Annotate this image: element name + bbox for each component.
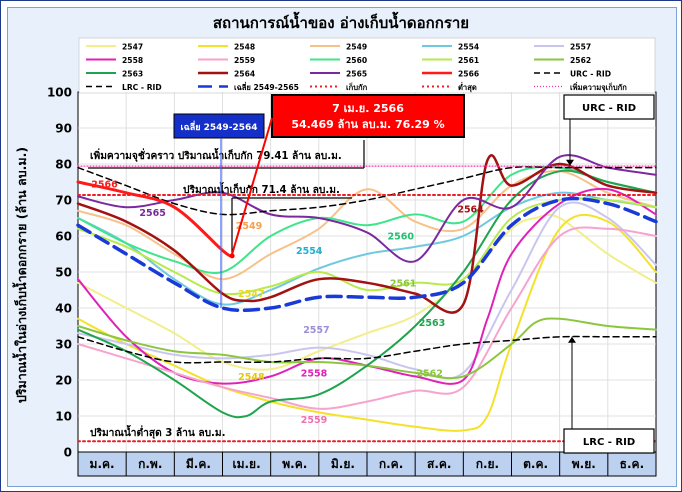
curve-label: 2565 (139, 208, 165, 219)
x-tick-label: ส.ค. (427, 457, 451, 471)
legend-entry: 2566 (458, 70, 479, 79)
legend-entry: 2561 (458, 56, 479, 65)
legend-entry: เก็บกัก (346, 81, 368, 92)
y-tick-label: 30 (55, 338, 72, 352)
x-tick-label: เม.ย. (232, 457, 260, 471)
average-box (173, 113, 265, 139)
curve-label: 2547 (238, 289, 264, 300)
y-tick-label: 70 (55, 194, 72, 208)
current-point (229, 253, 235, 259)
series-lines (76, 154, 658, 443)
legend-entry: 2560 (346, 56, 367, 65)
legend-entry: 2549 (346, 43, 367, 52)
normal-storage-note: ปริมาณน้ำเก็บกัก 71.4 ล้าน ลบ.ม. (183, 181, 340, 196)
average-box-label: เฉลี่ย 2549-2564 (181, 120, 258, 133)
x-tick-label: มิ.ย. (331, 457, 355, 471)
series-line (76, 154, 658, 314)
plot-area: 2547 2548 2549 2554 2557 2558 2559 2560 2561 2562… (47, 37, 658, 477)
lrc-box-label: LRC - RID (583, 437, 635, 448)
legend-entry: เพิ่มความจุเก็บกัก (570, 81, 627, 93)
current-volume: 54.469 ล้าน ลบ.ม. 76.29 % (291, 118, 444, 131)
legend: 2547 2548 2549 2554 2557 2558 2559 2560 2561 2562… (78, 37, 656, 94)
series-line (77, 191, 657, 306)
legend-entry: 2564 (234, 70, 255, 79)
curve-label: 2549 (236, 221, 262, 232)
y-tick-label: 10 (55, 410, 72, 424)
legend-entry: 2557 (570, 43, 591, 52)
current-date: 7 เม.ย. 2566 (332, 102, 404, 115)
series-line (77, 213, 657, 432)
series-line (77, 154, 657, 263)
curve-label: 2561 (390, 278, 416, 289)
curve-label: 2558 (301, 368, 328, 379)
curve-label: 2566 (91, 179, 118, 190)
y-tick-label: 80 (55, 158, 72, 172)
x-tick-label: มี.ค. (186, 457, 211, 471)
curve-label: 2554 (296, 246, 323, 257)
legend-entry: 2559 (234, 56, 255, 65)
legend-entry: 2563 (122, 70, 143, 79)
legend-entry: 2562 (570, 56, 591, 65)
legend-entry: ต่ำสุด (458, 81, 477, 93)
y-axis-label: ปริมาณน้ำในอ่างเก็บน้ำดอกกราย (ล้าน ลบ.ม… (12, 147, 29, 403)
legend-entry: LRC - RID (122, 83, 162, 92)
x-tick-label: พ.ย. (572, 457, 596, 471)
legend-entry: 2558 (122, 56, 143, 65)
x-tick-label: ก.ย. (476, 457, 499, 471)
current-leader (231, 117, 273, 255)
y-tick-label: 100 (47, 86, 72, 100)
series-line (77, 169, 657, 419)
x-tick-label: ธ.ค. (620, 457, 644, 471)
series-line (77, 226, 657, 410)
x-tick-label: ต.ค. (523, 457, 548, 471)
series-line (77, 166, 657, 216)
curve-label: 2562 (416, 368, 442, 379)
series-line (77, 335, 657, 364)
curve-label: 2560 (387, 232, 414, 243)
y-tick-label: 20 (55, 374, 72, 388)
legend-entry: 2547 (122, 43, 143, 52)
series-line (76, 180, 234, 258)
curve-label: 2564 (457, 205, 484, 216)
y-tick-label: 0 (64, 446, 72, 460)
lrc-arrow (568, 336, 576, 343)
chart-title: สถานการณ์น้ำของ อ่างเก็บน้ำดอกกราย (213, 11, 469, 32)
legend-entry: 2548 (234, 43, 255, 52)
x-tick-label: ก.พ. (138, 457, 162, 471)
legend-entry: URC - RID (570, 70, 611, 79)
minimum-storage-note: ปริมาณน้ำต่ำสุด 3 ล้าน ลบ.ม. (90, 424, 226, 440)
series-line (77, 317, 657, 380)
x-tick-label: พ.ค. (282, 457, 307, 471)
curve-label: 2563 (419, 318, 445, 329)
x-tick-label: ม.ค. (90, 457, 115, 471)
lrc-box (563, 428, 655, 454)
x-tick-label: ก.ค. (379, 457, 403, 471)
urc-box (563, 94, 655, 120)
legend-box (78, 37, 656, 94)
current-value-box (271, 94, 465, 138)
curve-label: 2548 (238, 372, 265, 383)
curve-label: 2559 (301, 415, 327, 426)
curve-label: 2557 (303, 325, 329, 336)
upper-storage-note: เพิ่มความจุชั่วคราว ปริมาณน้ำเก็บกัก 79.… (90, 147, 342, 163)
y-tick-label: 90 (55, 122, 72, 136)
urc-box-label: URC - RID (582, 103, 636, 114)
urc-arrow (566, 159, 574, 166)
y-tick-label: 40 (55, 302, 72, 316)
y-tick-label: 60 (55, 230, 72, 244)
legend-entry: เฉลี่ย 2549-2565 (234, 81, 299, 92)
series-line (77, 213, 657, 371)
x-axis-months: ม.ค. ก.พ. มี.ค. เม.ย. พ.ค. มิ.ย. ก.ค. ส.ค. ก.ย. ต… (77, 451, 657, 477)
series-line (76, 196, 658, 313)
legend-entry: 2554 (458, 43, 479, 52)
legend-entry: 2565 (346, 70, 367, 79)
series-line (77, 197, 657, 296)
y-tick-label: 50 (55, 266, 72, 280)
